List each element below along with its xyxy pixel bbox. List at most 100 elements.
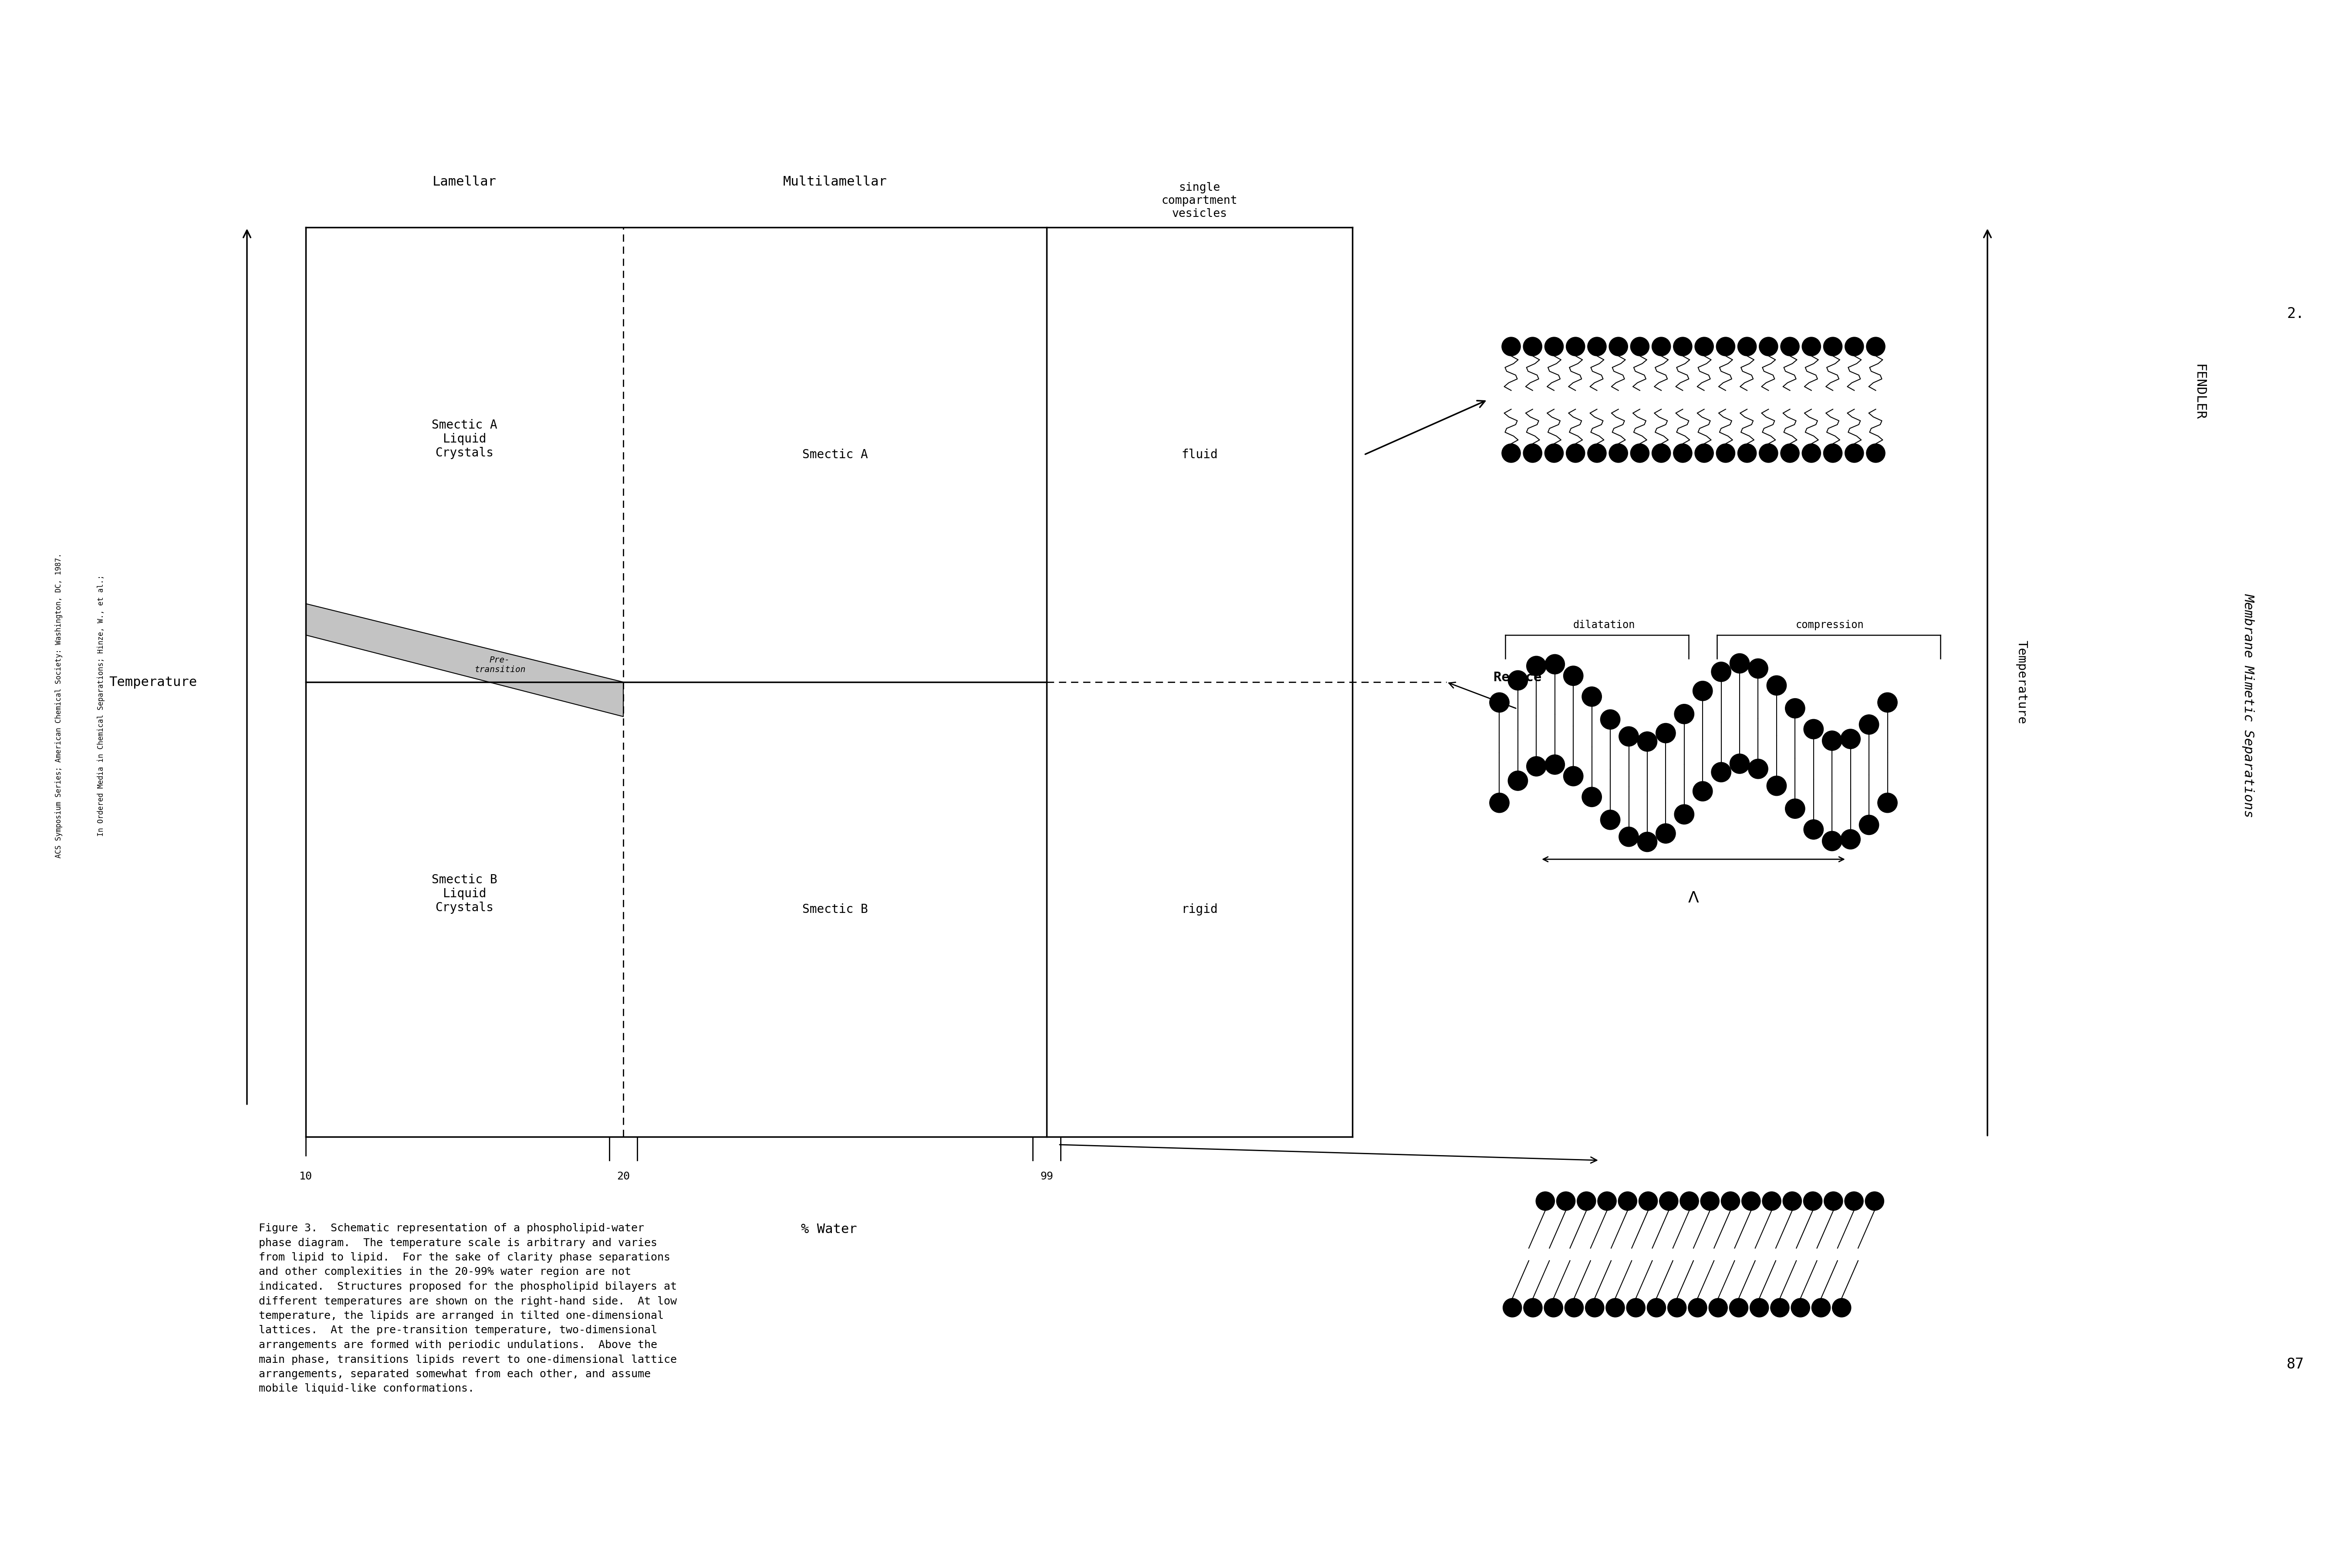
Ellipse shape [1783,1192,1802,1210]
Ellipse shape [1545,337,1564,356]
Ellipse shape [1536,1192,1555,1210]
Text: Smectic B
Liquid
Crystals: Smectic B Liquid Crystals [433,873,496,914]
Ellipse shape [1651,444,1670,463]
Ellipse shape [1526,655,1545,676]
Ellipse shape [1675,804,1693,825]
Ellipse shape [1811,1298,1830,1317]
Ellipse shape [1508,671,1529,690]
Ellipse shape [1489,793,1510,812]
Text: 20: 20 [616,1171,630,1182]
Text: ACS Symposium Series; American Chemical Society: Washington, DC, 1987.: ACS Symposium Series; American Chemical … [54,554,64,858]
Text: Temperature: Temperature [2016,640,2027,724]
Ellipse shape [1785,798,1804,818]
Ellipse shape [1524,1298,1543,1317]
Ellipse shape [1524,444,1543,463]
Ellipse shape [1877,793,1898,812]
Ellipse shape [1738,444,1757,463]
Ellipse shape [1865,444,1886,463]
Ellipse shape [1545,654,1564,674]
Ellipse shape [1722,1192,1740,1210]
Ellipse shape [1804,820,1823,839]
Ellipse shape [1858,815,1879,834]
Ellipse shape [1588,337,1606,356]
Text: rigid: rigid [1181,903,1218,916]
Text: Membrane Mimetic Separations: Membrane Mimetic Separations [2241,594,2256,817]
Ellipse shape [1785,698,1804,718]
Ellipse shape [1583,787,1602,808]
Text: compression: compression [1795,619,1865,630]
Ellipse shape [1766,776,1788,795]
Ellipse shape [1748,759,1769,779]
Ellipse shape [1823,831,1842,851]
Text: dilatation: dilatation [1573,619,1635,630]
Text: Temperature: Temperature [108,676,198,688]
Ellipse shape [1759,444,1778,463]
Ellipse shape [1790,1298,1811,1317]
Ellipse shape [1729,654,1750,673]
Ellipse shape [1696,337,1715,356]
Ellipse shape [1804,1192,1823,1210]
Ellipse shape [1597,1192,1616,1210]
Text: single
compartment
vesicles: single compartment vesicles [1162,182,1237,220]
Ellipse shape [1564,1298,1583,1317]
Text: Figure 3.  Schematic representation of a phospholipid-water
phase diagram.  The : Figure 3. Schematic representation of a … [259,1223,677,1394]
Ellipse shape [1679,1192,1698,1210]
Ellipse shape [1658,1192,1677,1210]
Ellipse shape [1618,826,1639,847]
Ellipse shape [1865,1192,1884,1210]
Ellipse shape [1637,732,1658,751]
Ellipse shape [1865,337,1886,356]
Ellipse shape [1618,726,1639,746]
Ellipse shape [1762,1192,1780,1210]
Ellipse shape [1700,1192,1719,1210]
Ellipse shape [1832,1298,1851,1317]
Ellipse shape [1729,754,1750,773]
Ellipse shape [1564,767,1583,786]
Ellipse shape [1804,720,1823,739]
Ellipse shape [1639,1192,1658,1210]
Ellipse shape [1717,337,1736,356]
Ellipse shape [1780,444,1799,463]
Ellipse shape [1708,1298,1726,1317]
Ellipse shape [1625,1298,1644,1317]
Ellipse shape [1543,1298,1562,1317]
Text: 87: 87 [2286,1356,2305,1372]
Ellipse shape [1566,444,1585,463]
Ellipse shape [1545,444,1564,463]
Ellipse shape [1564,666,1583,685]
Ellipse shape [1771,1298,1790,1317]
Ellipse shape [1738,337,1757,356]
Ellipse shape [1583,687,1602,707]
Ellipse shape [1656,723,1675,743]
Ellipse shape [1717,444,1736,463]
Ellipse shape [1759,337,1778,356]
Text: Smectic B: Smectic B [802,903,868,916]
Text: Pre-
transition: Pre- transition [475,655,524,674]
Text: fluid: fluid [1181,448,1218,461]
Ellipse shape [1802,444,1820,463]
Ellipse shape [1588,444,1606,463]
Ellipse shape [1740,1192,1759,1210]
Ellipse shape [1842,729,1860,750]
Ellipse shape [1858,715,1879,734]
Ellipse shape [1877,693,1898,712]
Ellipse shape [1566,337,1585,356]
Ellipse shape [1656,823,1675,844]
Ellipse shape [1585,1298,1604,1317]
Text: 99: 99 [1040,1171,1054,1182]
Ellipse shape [1823,444,1842,463]
Text: FENDLER: FENDLER [2192,364,2206,420]
Text: In Ordered Media in Chemical Separations; Hinze, W., et al.;: In Ordered Media in Chemical Separations… [96,575,106,836]
Ellipse shape [1508,771,1529,790]
Ellipse shape [1489,693,1510,712]
Ellipse shape [1637,833,1658,851]
Polygon shape [306,604,623,717]
Ellipse shape [1630,444,1649,463]
Ellipse shape [1630,337,1649,356]
Ellipse shape [1844,337,1863,356]
Ellipse shape [1825,1192,1844,1210]
Ellipse shape [1524,337,1543,356]
Ellipse shape [1693,781,1712,801]
Ellipse shape [1618,1192,1637,1210]
Ellipse shape [1823,337,1842,356]
